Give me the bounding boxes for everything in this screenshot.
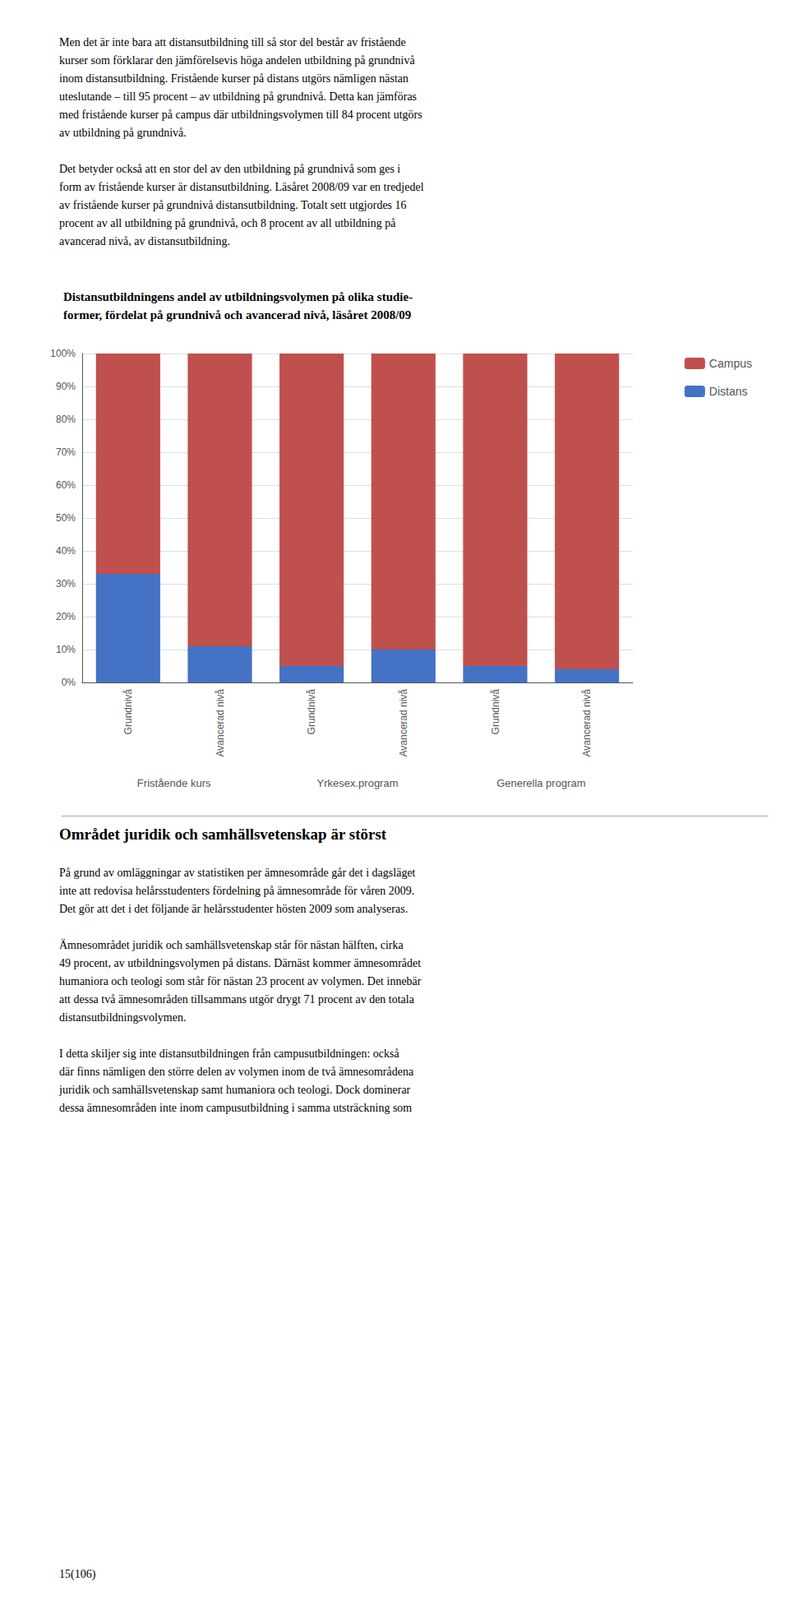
svg-text:10%: 10% bbox=[55, 643, 76, 656]
svg-text:Grundnivå: Grundnivå bbox=[305, 688, 318, 735]
svg-text:humaniora och teologi som står: humaniora och teologi som står för nästa… bbox=[59, 974, 422, 988]
svg-text:20%: 20% bbox=[55, 610, 76, 623]
svg-text:Avancerad nivå: Avancerad nivå bbox=[397, 688, 410, 757]
svg-text:0%: 0% bbox=[61, 676, 77, 688]
svg-text:50%: 50% bbox=[55, 512, 76, 524]
svg-text:15(106): 15(106) bbox=[59, 1567, 97, 1581]
svg-text:60%: 60% bbox=[55, 479, 76, 491]
svg-text:40%: 40% bbox=[55, 544, 76, 557]
svg-text:Avancerad nivå: Avancerad nivå bbox=[581, 688, 593, 757]
svg-text:form av fristående kurser är d: form av fristående kurser är distansutbi… bbox=[59, 180, 425, 194]
svg-text:Det gör att det i det följande: Det gör att det i det följande är helårs… bbox=[59, 902, 408, 915]
svg-text:Distansutbildningens andel av: Distansutbildningens andel av utbildning… bbox=[63, 290, 413, 304]
svg-text:Området juridik och samhällsve: Området juridik och samhällsvetenskap är… bbox=[59, 825, 388, 843]
svg-text:Campus: Campus bbox=[709, 356, 753, 370]
svg-text:Distans: Distans bbox=[709, 384, 748, 398]
svg-text:Grundnivå: Grundnivå bbox=[122, 688, 134, 735]
svg-text:Men det är inte bara att dista: Men det är inte bara att distansutbildni… bbox=[59, 36, 407, 49]
svg-text:49 procent, av utbildningsvoly: 49 procent, av utbildningsvolymen på dis… bbox=[59, 956, 421, 969]
svg-text:av utbildning på grundnivå.: av utbildning på grundnivå. bbox=[59, 126, 187, 139]
svg-text:att dessa två ämnesområden til: att dessa två ämnesområden tillsammans u… bbox=[59, 992, 416, 1006]
svg-text:80%: 80% bbox=[55, 413, 76, 425]
svg-text:Ämnesområdet juridik och samhä: Ämnesområdet juridik och samhällsvetensk… bbox=[59, 937, 404, 951]
svg-text:Generella program: Generella program bbox=[496, 776, 586, 789]
svg-text:former, fördelat på grundnivå: former, fördelat på grundnivå och avance… bbox=[63, 308, 411, 322]
svg-text:I detta skiljer sig inte dista: I detta skiljer sig inte distansutbildni… bbox=[59, 1047, 400, 1060]
svg-text:Grundnivå: Grundnivå bbox=[489, 688, 502, 735]
svg-text:Avancerad nivå: Avancerad nivå bbox=[214, 688, 227, 757]
svg-text:inom distansutbildning. Fristå: inom distansutbildning. Fristående kurse… bbox=[59, 72, 409, 85]
svg-text:avancerad nivå, av distansutbi: avancerad nivå, av distansutbildning. bbox=[59, 235, 231, 248]
svg-text:distansutbildningsvolymen.: distansutbildningsvolymen. bbox=[59, 1010, 186, 1024]
svg-text:där finns nämligen den större: där finns nämligen den större delen av v… bbox=[59, 1065, 415, 1078]
svg-text:Det betyder också att en stor: Det betyder också att en stor del av den… bbox=[59, 162, 401, 176]
svg-text:inte att redovisa helårsstuden: inte att redovisa helårsstudenters förde… bbox=[59, 884, 415, 897]
svg-text:30%: 30% bbox=[55, 577, 76, 590]
svg-text:100%: 100% bbox=[50, 347, 76, 360]
svg-text:90%: 90% bbox=[55, 380, 76, 393]
svg-text:dessa ämnesområden inte inom c: dessa ämnesområden inte inom campusutbil… bbox=[59, 1101, 412, 1114]
svg-text:med fristående kurser på campu: med fristående kurser på campus där utbi… bbox=[59, 108, 423, 121]
svg-text:Fristående kurs: Fristående kurs bbox=[137, 776, 212, 789]
svg-text:procent av all utbildning på g: procent av all utbildning på grundnivå, … bbox=[59, 216, 397, 230]
svg-text:uteslutande – till 95 procent: uteslutande – till 95 procent – av utbil… bbox=[59, 90, 417, 103]
svg-text:av fristående kurser på grundn: av fristående kurser på grundnivå distan… bbox=[59, 198, 407, 212]
svg-text:Yrkesex.program: Yrkesex.program bbox=[317, 776, 399, 789]
svg-text:kurser som förklarar den jämfö: kurser som förklarar den jämförelsevis h… bbox=[59, 54, 416, 67]
svg-text:juridik och samhällsvetenskap: juridik och samhällsvetenskap samt human… bbox=[58, 1083, 411, 1096]
svg-text:70%: 70% bbox=[55, 446, 76, 458]
svg-text:På grund av omläggningar av st: På grund av omläggningar av statistiken … bbox=[59, 866, 416, 879]
